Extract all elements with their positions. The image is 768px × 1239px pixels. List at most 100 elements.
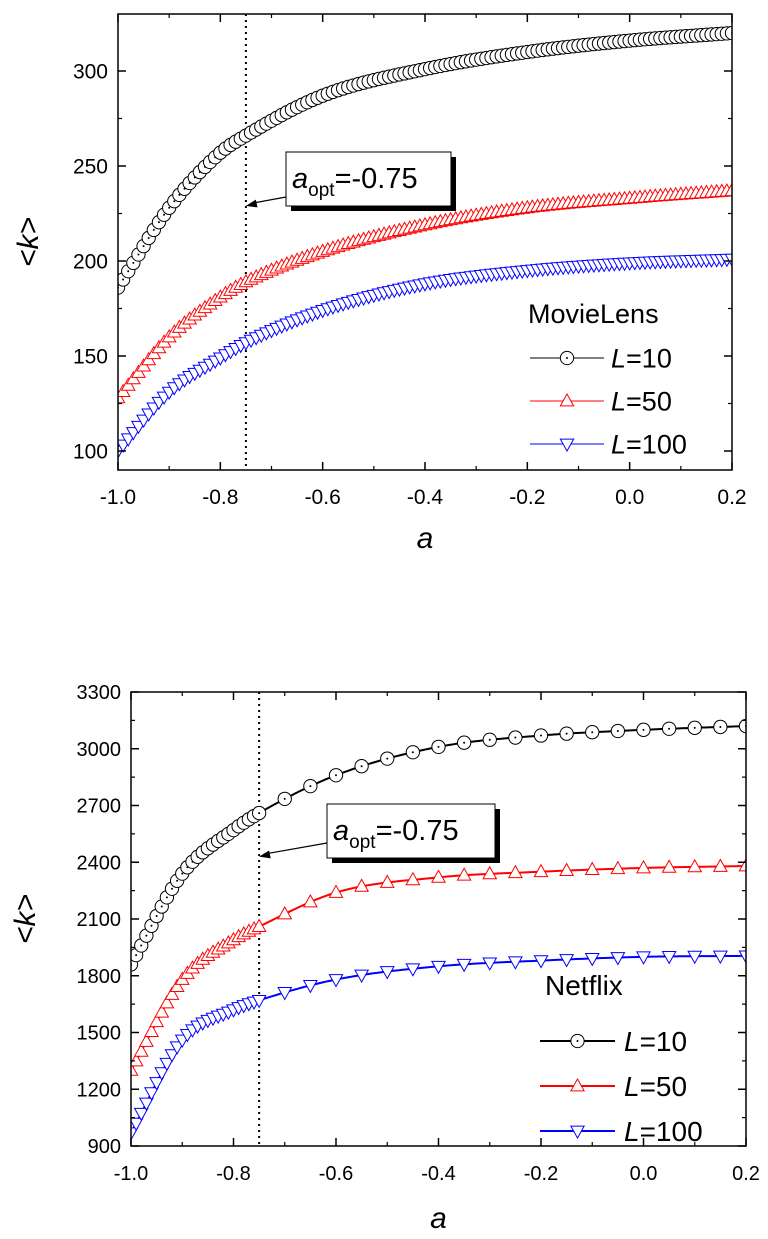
data-point bbox=[661, 950, 677, 965]
series-l-10 bbox=[118, 25, 732, 295]
legend-label: L=100 bbox=[624, 1116, 703, 1147]
series-l-100 bbox=[131, 950, 746, 1141]
x-tick-label: -0.2 bbox=[509, 486, 545, 509]
data-point-dot bbox=[132, 261, 135, 264]
legend-label: L=50 bbox=[624, 1071, 687, 1102]
data-point-dot bbox=[135, 954, 138, 957]
x-axis-label: a bbox=[417, 522, 434, 555]
data-point bbox=[738, 858, 746, 872]
data-point-dot bbox=[488, 738, 491, 741]
annotation-subscript: opt bbox=[349, 832, 376, 853]
data-point bbox=[302, 979, 318, 994]
legend-title: MovieLens bbox=[528, 299, 659, 329]
data-point-dot bbox=[616, 729, 619, 732]
data-point bbox=[559, 954, 575, 968]
data-point-dot bbox=[168, 206, 171, 209]
annotation-symbol: a bbox=[333, 815, 349, 847]
series-l-50 bbox=[131, 858, 746, 1076]
data-point-dot bbox=[178, 193, 181, 196]
data-point bbox=[143, 1023, 160, 1037]
data-point-dot bbox=[283, 797, 286, 800]
y-tick-label: 2400 bbox=[77, 852, 122, 874]
data-point bbox=[635, 859, 652, 874]
data-point bbox=[507, 864, 523, 879]
data-point-dot bbox=[150, 924, 153, 927]
annotation-text: aopt=-0.75 bbox=[333, 815, 459, 853]
legend-label-symbol: L bbox=[611, 344, 626, 374]
y-tick-label: 300 bbox=[73, 61, 108, 84]
legend-item-l-50: L=50 bbox=[530, 387, 672, 417]
data-point-dot bbox=[171, 887, 173, 890]
plot-area bbox=[131, 718, 746, 1141]
data-point-dot bbox=[127, 270, 130, 273]
annotation-text: aopt=-0.75 bbox=[292, 163, 418, 201]
data-point-dot bbox=[137, 253, 140, 256]
data-point bbox=[328, 884, 344, 898]
x-tick-label: -0.6 bbox=[305, 486, 341, 509]
y-tick-label: 2100 bbox=[77, 909, 122, 931]
y-tick-label: 3300 bbox=[77, 682, 122, 704]
data-point-dot bbox=[173, 200, 176, 203]
data-point bbox=[277, 987, 293, 1001]
data-point bbox=[738, 950, 746, 964]
data-point-dot bbox=[176, 879, 179, 882]
data-point-dot bbox=[157, 221, 160, 224]
x-tick-label: 0.2 bbox=[717, 486, 746, 509]
y-tick-label: 200 bbox=[73, 251, 108, 274]
x-tick-label: -0.6 bbox=[319, 1163, 353, 1185]
data-point-dot bbox=[386, 757, 389, 760]
data-point bbox=[131, 1052, 144, 1067]
data-point-dot bbox=[642, 728, 645, 731]
legend-marker bbox=[569, 1077, 586, 1092]
data-point bbox=[724, 253, 732, 268]
legend-marker bbox=[569, 1125, 586, 1140]
data-point bbox=[584, 861, 600, 875]
data-point bbox=[507, 956, 523, 970]
data-point-dot bbox=[258, 812, 261, 815]
data-point bbox=[379, 874, 395, 888]
legend-label-symbol: L bbox=[611, 387, 626, 417]
data-point bbox=[456, 958, 472, 973]
data-point-dot bbox=[693, 726, 696, 729]
data-point bbox=[277, 905, 293, 920]
legend-label-value: =50 bbox=[626, 387, 672, 417]
series-l-50 bbox=[118, 182, 732, 404]
annotation-arrowhead bbox=[259, 850, 271, 859]
data-point bbox=[405, 963, 421, 977]
data-point bbox=[159, 1057, 175, 1072]
y-tick-label: 1500 bbox=[77, 1023, 122, 1045]
data-point bbox=[559, 862, 575, 876]
plot-area bbox=[118, 25, 732, 460]
data-point bbox=[133, 1107, 149, 1122]
data-point-dot bbox=[463, 741, 466, 744]
x-tick-label: 0.0 bbox=[630, 1163, 658, 1185]
legend-title: Netflix bbox=[545, 970, 623, 1001]
data-point bbox=[149, 1077, 165, 1091]
data-point bbox=[430, 960, 447, 975]
data-point-dot bbox=[360, 765, 363, 768]
data-point-dot bbox=[163, 213, 166, 216]
data-point bbox=[154, 1004, 170, 1018]
data-point bbox=[149, 1013, 165, 1028]
legend-label-symbol: L bbox=[624, 1071, 640, 1102]
data-point-dot bbox=[165, 896, 168, 899]
y-tick-label: 900 bbox=[88, 1136, 121, 1158]
data-point-dot bbox=[160, 905, 163, 908]
legend-label-symbol: L bbox=[611, 430, 626, 460]
annotation-arrowhead bbox=[245, 199, 258, 208]
data-point bbox=[712, 950, 728, 965]
data-point bbox=[118, 445, 126, 460]
data-point bbox=[169, 978, 185, 992]
legend-item-l-10: L=10 bbox=[540, 1026, 687, 1057]
data-point bbox=[533, 863, 549, 878]
data-point bbox=[724, 182, 732, 197]
data-point bbox=[251, 994, 267, 1009]
data-point bbox=[169, 1041, 185, 1055]
annotation-value: =-0.75 bbox=[335, 163, 418, 195]
legend-label: L=50 bbox=[611, 387, 672, 417]
legend-item-l-50: L=50 bbox=[540, 1071, 687, 1102]
legend-label-value: =10 bbox=[626, 344, 672, 374]
data-point bbox=[687, 950, 703, 965]
data-point-dot bbox=[514, 736, 517, 739]
